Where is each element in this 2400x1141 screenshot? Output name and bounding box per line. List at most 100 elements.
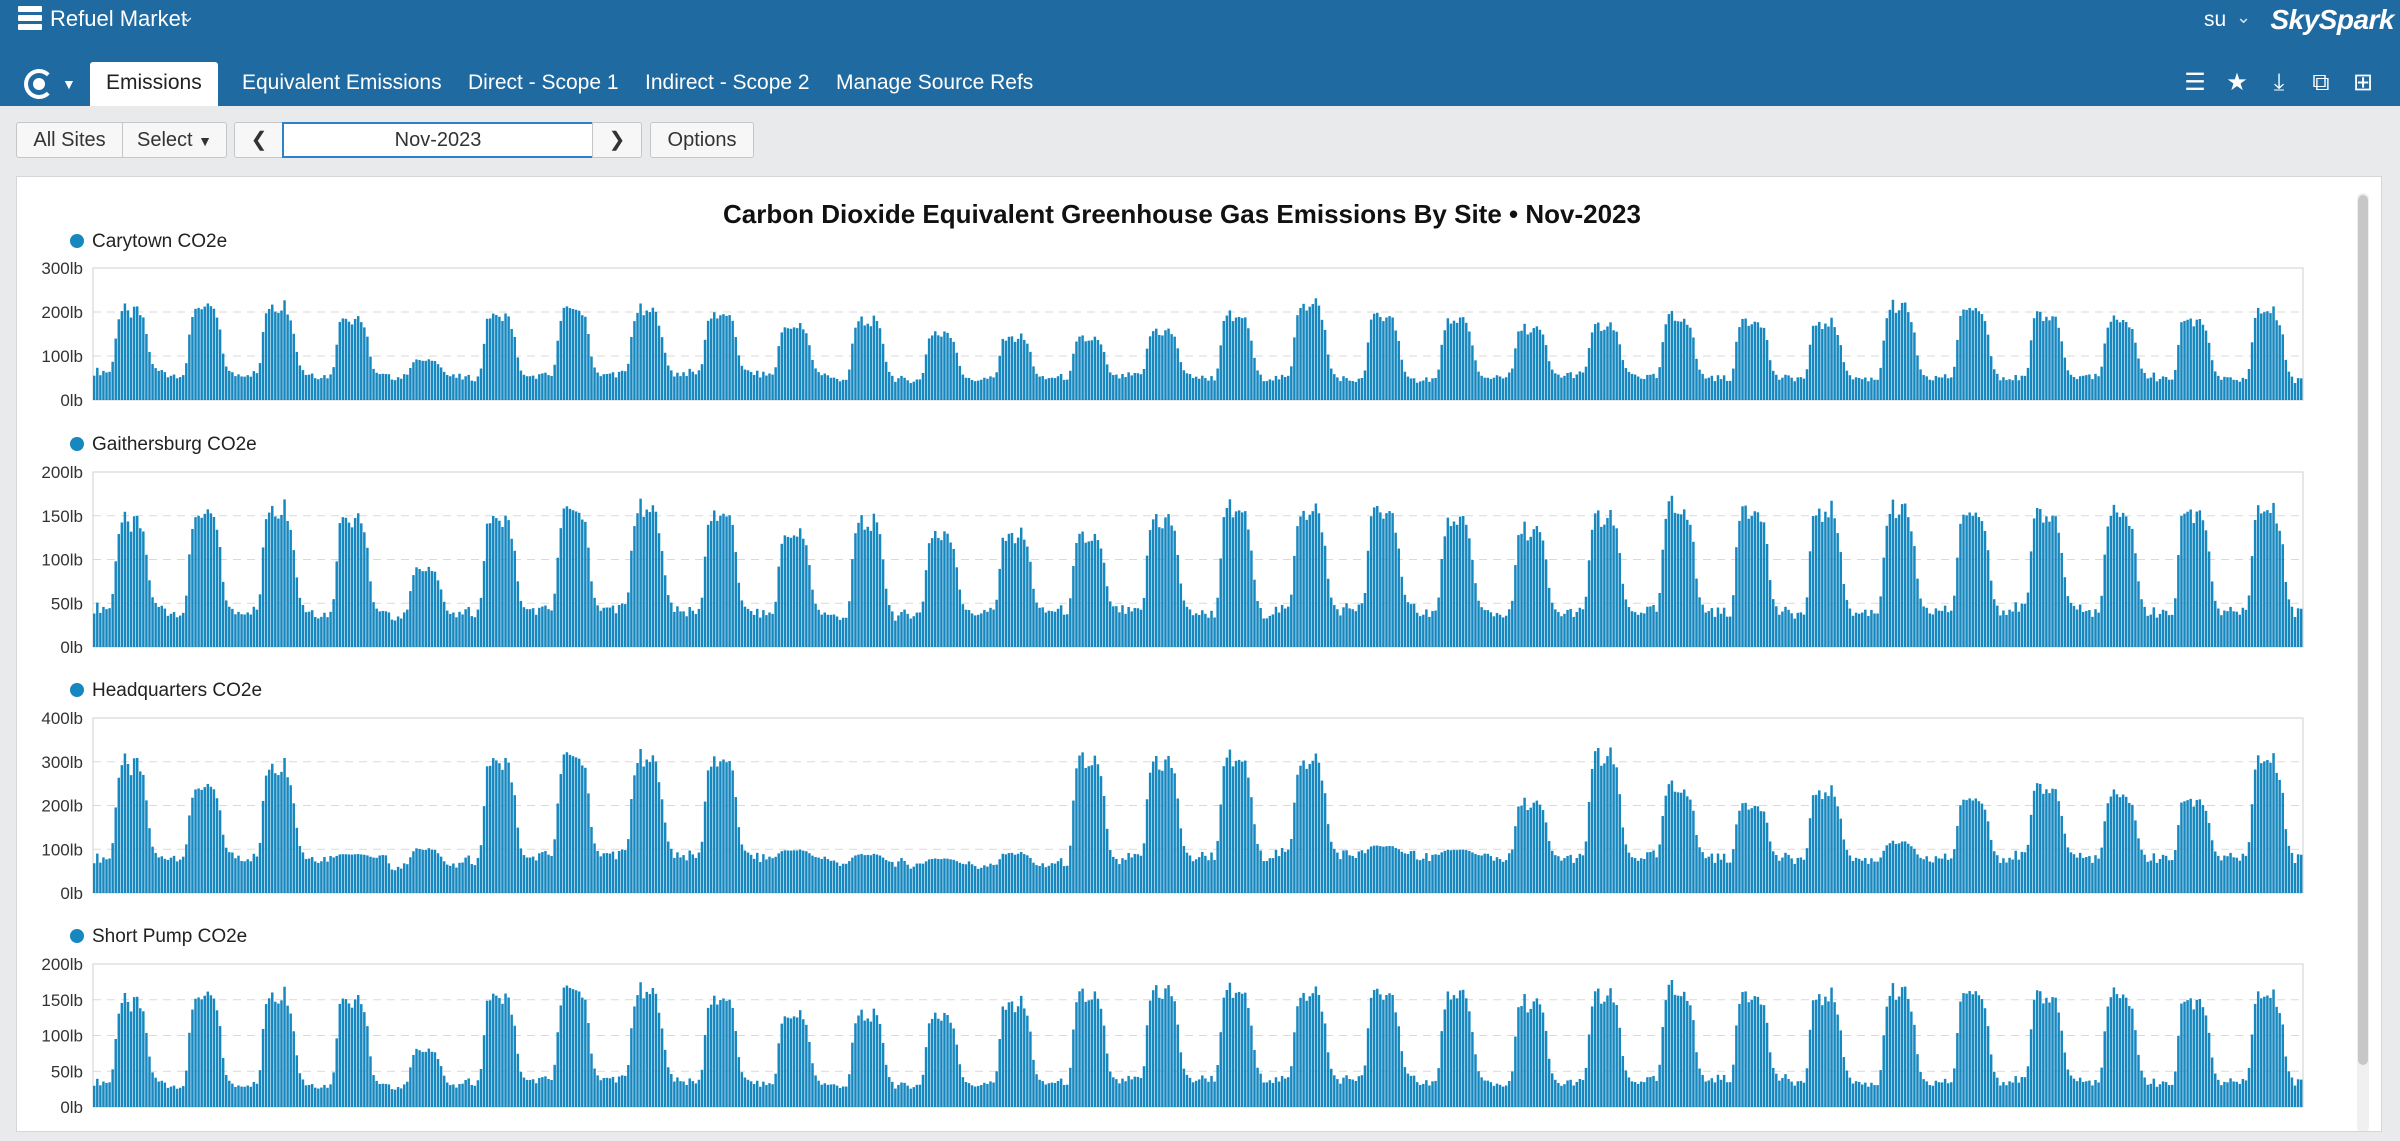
bar [2011,611,2014,647]
bar [765,615,768,647]
bar [111,1069,114,1107]
bar [2146,378,2149,400]
bar [2008,1081,2011,1107]
bar [952,859,955,893]
bar [1910,1011,1913,1107]
vertical-scrollbar[interactable] [2357,193,2369,1131]
bar [636,763,639,893]
bar [218,547,222,647]
bar [1311,304,1315,400]
bar [2275,320,2278,400]
bar [2014,1076,2017,1107]
app-title[interactable]: Refuel Market [50,6,187,31]
bar [1280,605,1284,647]
bar [1394,847,1397,893]
bar [777,853,780,893]
copy-windows-icon[interactable]: ⧉ [2312,69,2330,96]
bar [1489,1082,1493,1107]
bar [2284,1056,2288,1107]
bar [1320,1011,1324,1107]
bar [1943,1078,1947,1107]
date-range-field[interactable]: Nov-2023 [282,122,594,158]
bar [620,1075,624,1107]
select-site-dropdown[interactable]: Select ▼ [122,122,227,158]
tab-direct-scope-1[interactable]: Direct - Scope 1 [468,71,619,94]
bar [2290,1077,2294,1107]
bar [301,370,305,400]
app-menu-icon[interactable] [18,6,42,32]
bar [792,327,796,400]
bar [1864,1082,1867,1107]
bar [918,612,922,647]
bar [240,614,243,647]
bar [2063,833,2067,893]
bar [1326,578,1330,647]
bar [823,856,826,893]
bar [350,854,354,893]
chevron-down-icon[interactable]: ⌄ [180,6,196,26]
bar [924,861,928,893]
bar [866,854,869,893]
bar [1560,860,1563,893]
bar [353,518,357,647]
new-view-icon[interactable]: ⊞ [2352,69,2374,96]
bar [958,862,962,893]
star-icon[interactable]: ★ [2226,69,2248,96]
previous-period-button[interactable]: ❮ [234,122,284,158]
bar [1363,1065,1367,1107]
bar [1124,1081,1127,1107]
bar [163,858,167,893]
bar [728,999,731,1107]
bar [2039,783,2042,893]
bar [906,1085,909,1107]
bar [142,317,145,400]
next-period-button[interactable]: ❯ [592,122,642,158]
tab-manage-source-refs[interactable]: Manage Source Refs [836,71,1034,94]
options-button[interactable]: Options [650,122,754,158]
bar [1010,336,1014,400]
user-menu[interactable]: su [2204,8,2227,31]
tab-emissions[interactable]: Emissions [90,62,218,106]
bar [2232,857,2235,893]
bar [814,368,817,400]
bar [1759,327,1763,400]
bar [973,615,977,647]
tab-indirect-scope-2[interactable]: Indirect - Scope 2 [645,71,810,94]
all-sites-button[interactable]: All Sites [16,122,123,158]
bar [1010,532,1014,647]
bar [1127,372,1130,400]
bar [881,1042,885,1107]
bar [630,1028,633,1107]
bar [2204,810,2208,893]
bar [2287,845,2291,893]
bar [759,377,762,400]
bar [1590,332,1594,400]
chevron-down-icon[interactable]: ⌄ [2236,7,2252,27]
bar [2235,1081,2238,1107]
bar [2241,853,2245,893]
bar [2134,342,2137,400]
bar [1686,519,1689,647]
bar [1050,863,1054,893]
bar [1434,1080,1437,1107]
scrollbar-thumb[interactable] [2358,195,2368,1065]
bar [845,863,848,893]
home-menu-button[interactable]: ▼ [24,67,78,101]
bar [866,526,869,647]
bar [2091,1085,2094,1107]
bar [2057,532,2060,647]
top-bar: Refuel Market ⌄ su ⌄ SkySpark ▼ Emission… [0,0,2400,106]
list-icon[interactable]: ☰ [2184,69,2206,96]
bar [1437,369,1440,400]
tab-equivalent-emissions[interactable]: Equivalent Emissions [242,71,442,94]
bar [1523,323,1526,400]
bar [1182,600,1186,647]
bar [1986,334,1990,400]
bar [1234,760,1238,893]
bar [2121,994,2125,1107]
bar [1520,805,1523,893]
bar [2167,615,2171,647]
download-icon[interactable]: ⤓ [2273,69,2285,96]
bar [1910,846,1913,893]
bar [2131,1008,2134,1107]
